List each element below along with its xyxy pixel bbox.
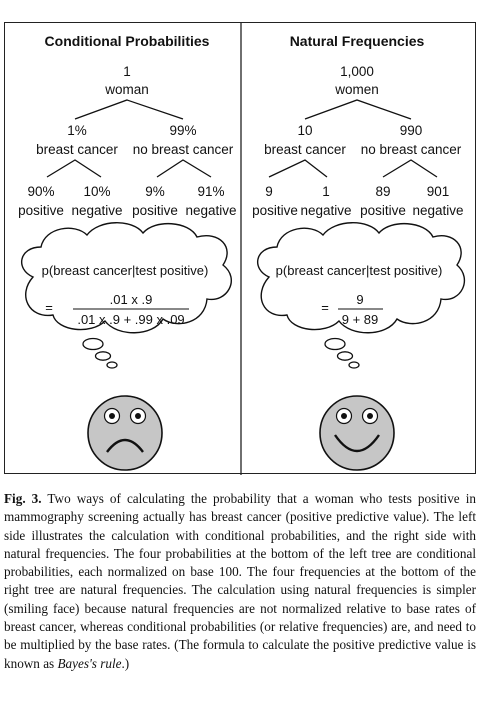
right-formula-denominator: 9 + 89	[342, 312, 379, 327]
right-branch-label: breast cancer	[264, 142, 346, 157]
left-formula-denominator: .01 x .9 + .99 x .09	[77, 312, 184, 327]
figure-caption: Fig. 3. Two ways of calculating the prob…	[4, 490, 476, 673]
left-leaf-label: positive	[132, 203, 178, 218]
left-root-branch-lines	[74, 99, 184, 120]
right-root-value: 1,000	[340, 64, 374, 79]
right-leaf-value: 9	[265, 184, 273, 199]
right-panel-title: Natural Frequencies	[290, 33, 425, 49]
frowning-face-icon	[87, 395, 163, 471]
left-leaf-lines	[156, 159, 212, 178]
left-leaf-lines	[46, 159, 102, 178]
left-branch-label: no breast cancer	[133, 142, 234, 157]
right-root-branch-lines	[304, 99, 412, 120]
left-leaf-label: negative	[185, 203, 236, 218]
right-leaf-value: 89	[375, 184, 390, 199]
right-leaf-label: positive	[360, 203, 406, 218]
left-branch-value: 1%	[67, 123, 87, 138]
smiling-face-icon	[319, 395, 395, 471]
left-branch-value: 99%	[169, 123, 196, 138]
left-leaf-label: negative	[71, 203, 122, 218]
caption-italic-term: Bayes's rule	[57, 655, 122, 671]
right-branch-label: no breast cancer	[361, 142, 462, 157]
left-leaf-value: 90%	[27, 184, 54, 199]
caption-text-end: .)	[121, 655, 130, 671]
left-root-label: woman	[104, 82, 149, 97]
left-branch-label: breast cancer	[36, 142, 118, 157]
left-leaf-value: 91%	[197, 184, 224, 199]
left-formula-equals: =	[45, 300, 53, 315]
left-formula-heading: p(breast cancer|test positive)	[42, 263, 209, 278]
right-leaf-value: 1	[322, 184, 330, 199]
right-formula-heading: p(breast cancer|test positive)	[276, 263, 443, 278]
caption-text: Two ways of calculating the probability …	[4, 491, 476, 671]
figure-panel: Conditional Probabilities 1 woman 1% bre…	[4, 22, 476, 475]
left-thought-cloud	[20, 222, 232, 369]
right-formula-numerator: 9	[356, 292, 363, 307]
right-thought-cloud	[256, 222, 466, 369]
diagram-canvas: Conditional Probabilities 1 woman 1% bre…	[18, 23, 466, 475]
right-leaf-label: negative	[412, 203, 463, 218]
left-root-value: 1	[123, 64, 131, 79]
left-panel: Conditional Probabilities 1 woman 1% bre…	[18, 33, 237, 471]
right-leaf-lines	[268, 159, 328, 178]
left-panel-title: Conditional Probabilities	[45, 33, 210, 49]
right-branch-value: 990	[400, 123, 423, 138]
left-leaf-value: 10%	[83, 184, 110, 199]
right-leaf-lines	[382, 159, 438, 178]
right-root-label: women	[334, 82, 379, 97]
right-leaf-value: 901	[427, 184, 450, 199]
left-formula-numerator: .01 x .9	[110, 292, 153, 307]
left-leaf-value: 9%	[145, 184, 165, 199]
caption-label: Fig. 3.	[4, 491, 42, 506]
right-formula-equals: =	[321, 300, 329, 315]
right-leaf-label: positive	[252, 203, 298, 218]
right-leaf-label: negative	[300, 203, 351, 218]
left-leaf-label: positive	[18, 203, 64, 218]
right-branch-value: 10	[297, 123, 312, 138]
right-panel: Natural Frequencies 1,000 women 10 breas…	[252, 33, 466, 471]
